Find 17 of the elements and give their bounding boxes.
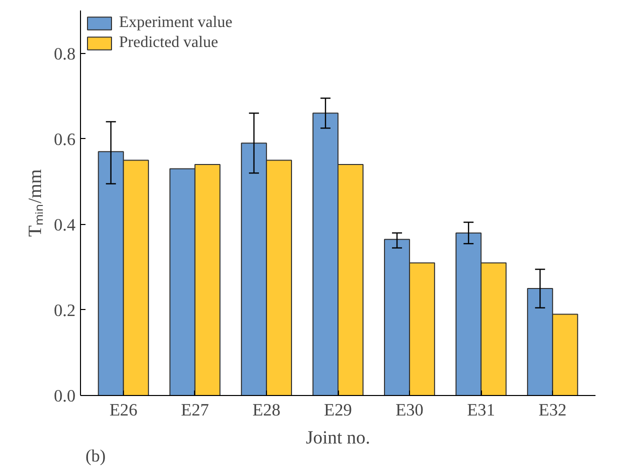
y-tick-label: 0.4	[54, 215, 76, 234]
y-tick-label: 0.6	[54, 130, 76, 149]
x-tick-label: E30	[396, 400, 424, 420]
x-tick-label: E31	[467, 400, 496, 420]
legend-label: Experiment value	[119, 14, 232, 32]
x-tick-label: E29	[324, 400, 352, 420]
x-tick-label: E27	[180, 400, 210, 420]
text: (b)	[86, 446, 106, 466]
y-tick-label: 0.8	[54, 44, 76, 64]
y-axis-title: Tₘᵢₙ/mm	[24, 168, 46, 237]
legend-label: Predicted value	[119, 34, 218, 52]
y-tick-label: 0.0	[54, 386, 76, 406]
x-tick-label: E28	[252, 400, 280, 420]
x-axis-title: Joint no.	[306, 428, 370, 448]
x-tick-label: E32	[538, 400, 567, 420]
x-tick-label: E26	[109, 400, 138, 420]
y-tick-label: 0.2	[54, 300, 76, 320]
